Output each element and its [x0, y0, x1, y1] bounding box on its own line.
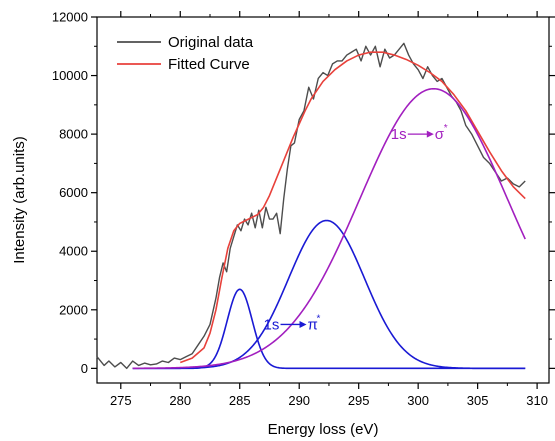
- annotation-target: π: [308, 316, 318, 333]
- y-tick-label: 10000: [52, 68, 88, 83]
- annotation-arrow-head: [426, 130, 434, 138]
- plot-frame: [96, 16, 550, 384]
- annotation-label: 1s: [264, 316, 280, 333]
- y-tick-label: 0: [81, 361, 88, 376]
- x-axis-title: Energy loss (eV): [268, 421, 379, 438]
- annotation-label: 1s: [391, 126, 407, 143]
- x-tick-label: 285: [229, 393, 251, 408]
- x-tick-label: 295: [348, 393, 370, 408]
- x-tick-label: 275: [110, 393, 132, 408]
- legend-label-original: Original data: [168, 34, 254, 51]
- y-tick-label: 12000: [52, 10, 88, 25]
- series-line-pi_peak: [132, 288, 526, 370]
- x-tick-label: 280: [169, 393, 191, 408]
- x-tick-label: 300: [407, 393, 429, 408]
- annotation-pi_peak: 1s π*: [264, 313, 321, 333]
- legend-label-fitted: Fitted Curve: [168, 56, 250, 73]
- series-line-original: [96, 42, 526, 370]
- y-axis-title: Intensity (arb.units): [11, 136, 28, 264]
- y-tick-label: 2000: [59, 302, 88, 317]
- annotation-target: σ: [435, 126, 445, 143]
- x-tick-label: 310: [526, 393, 548, 408]
- x-tick-label: 290: [288, 393, 310, 408]
- annotation-arrow-head: [299, 320, 307, 328]
- y-tick-label: 4000: [59, 244, 88, 259]
- annotation-superscript: *: [444, 123, 448, 134]
- series-line-pi_peak_2: [132, 219, 526, 370]
- annotation-superscript: *: [317, 313, 321, 324]
- annotations-layer: 1s π*1s σ *: [264, 123, 448, 333]
- series-line-fitted: [179, 51, 526, 364]
- series-line-sigma_peak: [132, 87, 526, 370]
- y-tick-label: 8000: [59, 127, 88, 142]
- y-tick-label: 6000: [59, 185, 88, 200]
- series-layer: [96, 42, 526, 370]
- x-tick-label: 305: [467, 393, 489, 408]
- annotation-sigma_peak: 1s σ *: [391, 123, 448, 143]
- axes: 275 280 285 290 295 300 305 310 0 2000 4000 6000 800…: [52, 10, 555, 408]
- legend: Original data Fitted Curve: [117, 34, 254, 73]
